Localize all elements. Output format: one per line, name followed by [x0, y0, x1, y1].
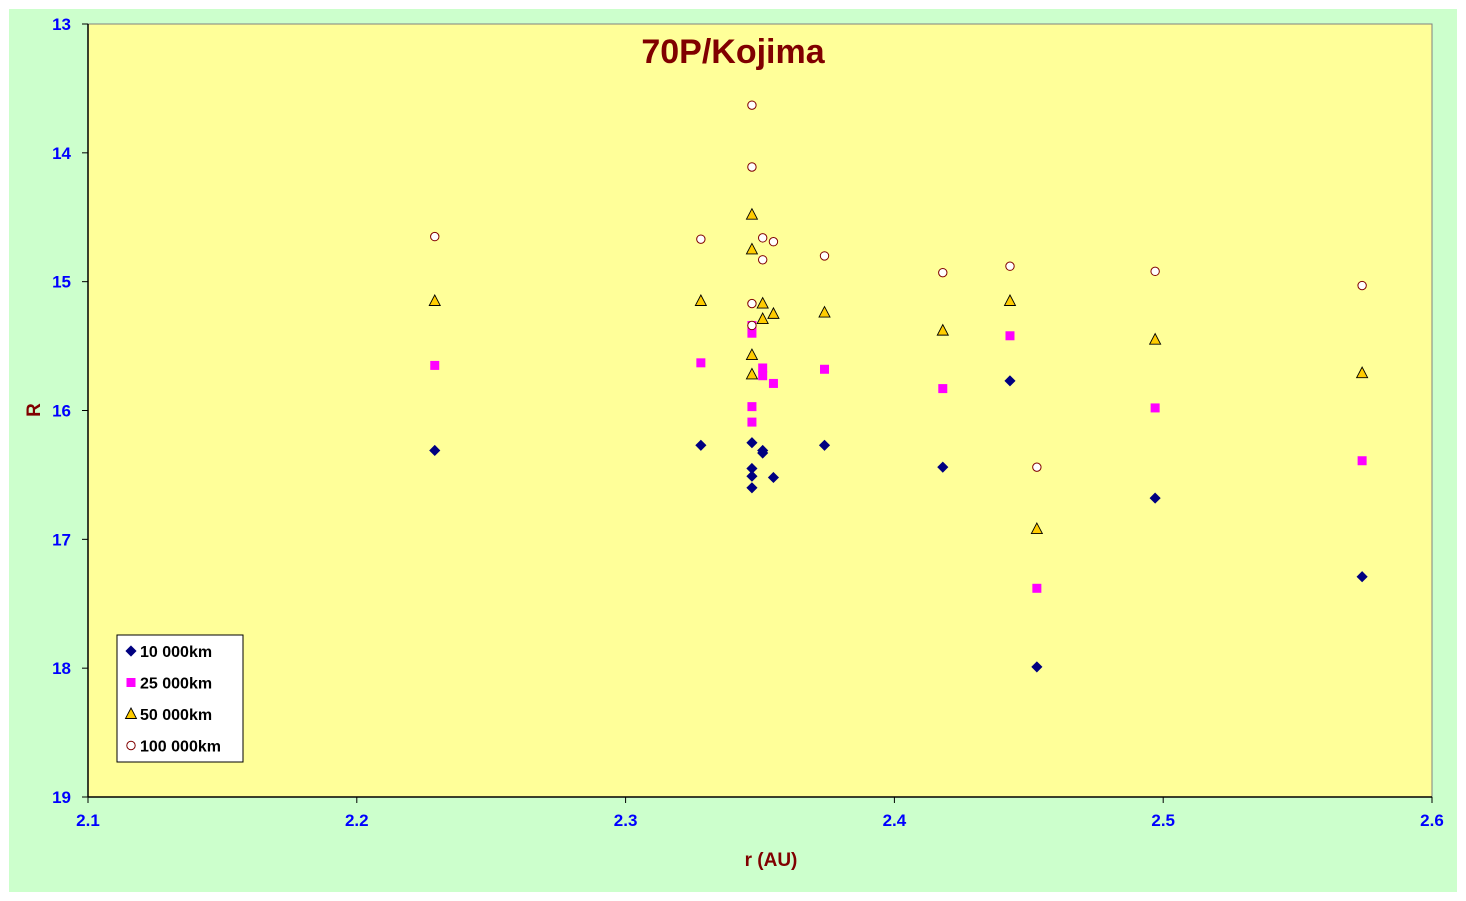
data-point [938, 384, 948, 394]
data-point [747, 320, 757, 331]
y-tick-label: 17 [52, 530, 71, 549]
data-point [768, 378, 778, 388]
x-tick-label: 2.3 [614, 811, 638, 830]
data-point [1150, 403, 1160, 413]
y-tick-label: 18 [52, 659, 71, 678]
legend-marker [124, 707, 138, 719]
legend-label: 10 000km [140, 644, 212, 661]
data-point [1355, 366, 1369, 379]
data-point [1149, 492, 1161, 504]
data-point [1148, 332, 1162, 345]
plot-area [87, 23, 1433, 798]
data-point [756, 296, 769, 309]
legend-item: 100 000km [126, 739, 221, 756]
y-tick-label: 19 [52, 788, 71, 807]
data-point [1356, 571, 1368, 583]
data-point [1357, 456, 1367, 466]
chart-title: 70P/Kojima [641, 33, 825, 71]
data-point [747, 417, 757, 427]
series-0 [429, 375, 1368, 673]
data-point [745, 207, 759, 220]
data-point [936, 323, 950, 336]
legend-marker [125, 645, 137, 657]
data-point [745, 367, 759, 380]
data-point [768, 237, 779, 247]
data-point [756, 312, 769, 324]
legend-marker [126, 678, 136, 687]
legend-box [116, 634, 244, 763]
data-point [819, 251, 830, 261]
data-point [428, 294, 441, 306]
legend-marker [126, 740, 136, 751]
series-3 [430, 100, 1367, 472]
data-point [695, 439, 707, 451]
series-layer [428, 100, 1369, 673]
y-tick-label: 15 [52, 273, 71, 292]
data-point [1031, 661, 1043, 673]
data-point [696, 358, 706, 368]
x-tick-label: 2.5 [1151, 811, 1175, 830]
data-point [429, 444, 441, 457]
data-point [430, 360, 440, 370]
x-tick-label: 2.1 [76, 811, 100, 830]
legend-label: 100 000km [140, 739, 221, 756]
x-tick-label: 2.2 [345, 811, 369, 830]
x-tick-label: 2.4 [883, 811, 907, 830]
y-tick-label: 14 [52, 144, 71, 163]
data-point [1004, 375, 1016, 387]
series-2 [428, 207, 1369, 534]
data-point [757, 447, 769, 459]
data-point [747, 162, 757, 172]
data-point [746, 482, 758, 494]
y-tick-label: 13 [52, 15, 71, 34]
data-point [818, 439, 831, 451]
data-point [1150, 266, 1160, 277]
data-point [767, 471, 780, 484]
data-point [694, 294, 708, 306]
legend-item: 25 000km [126, 676, 212, 693]
data-point [1005, 331, 1015, 341]
legend-label: 25 000km [140, 676, 212, 693]
data-point [747, 100, 757, 110]
data-point [937, 461, 949, 473]
data-point [1003, 294, 1017, 306]
data-point [1357, 280, 1367, 291]
data-point [938, 267, 948, 278]
data-point [747, 402, 757, 412]
legend-item: 10 000km [125, 644, 212, 661]
data-point [757, 255, 768, 265]
axes: 2.1 2.2 2.3 2.4 2.5 2.6 13 14 15 16 17 18 19 [52, 15, 1444, 830]
x-tick-label: 2.6 [1420, 811, 1444, 830]
x-axis-label: r (AU) [745, 850, 798, 871]
data-point [1032, 462, 1042, 472]
data-point [747, 328, 757, 338]
data-point [757, 233, 768, 243]
data-point [1005, 261, 1015, 271]
y-tick-label: 16 [52, 402, 71, 421]
series-1 [430, 320, 1367, 593]
data-point [745, 348, 759, 361]
data-point [1032, 583, 1042, 593]
data-point [746, 437, 758, 449]
legend-item: 50 000km [124, 707, 212, 724]
data-point [820, 364, 830, 374]
data-point [746, 470, 758, 482]
data-point [696, 234, 706, 244]
data-point [758, 363, 768, 373]
data-point [1030, 522, 1044, 534]
data-point [430, 231, 440, 242]
legend-label: 50 000km [140, 707, 212, 724]
data-point [758, 371, 768, 381]
legend: 10 000km 25 000km 50 000km 100 000km [116, 634, 244, 763]
data-point [745, 242, 759, 255]
data-point [818, 305, 831, 318]
data-point [747, 298, 757, 309]
y-axis-label: R [24, 403, 45, 417]
data-point [767, 306, 780, 319]
